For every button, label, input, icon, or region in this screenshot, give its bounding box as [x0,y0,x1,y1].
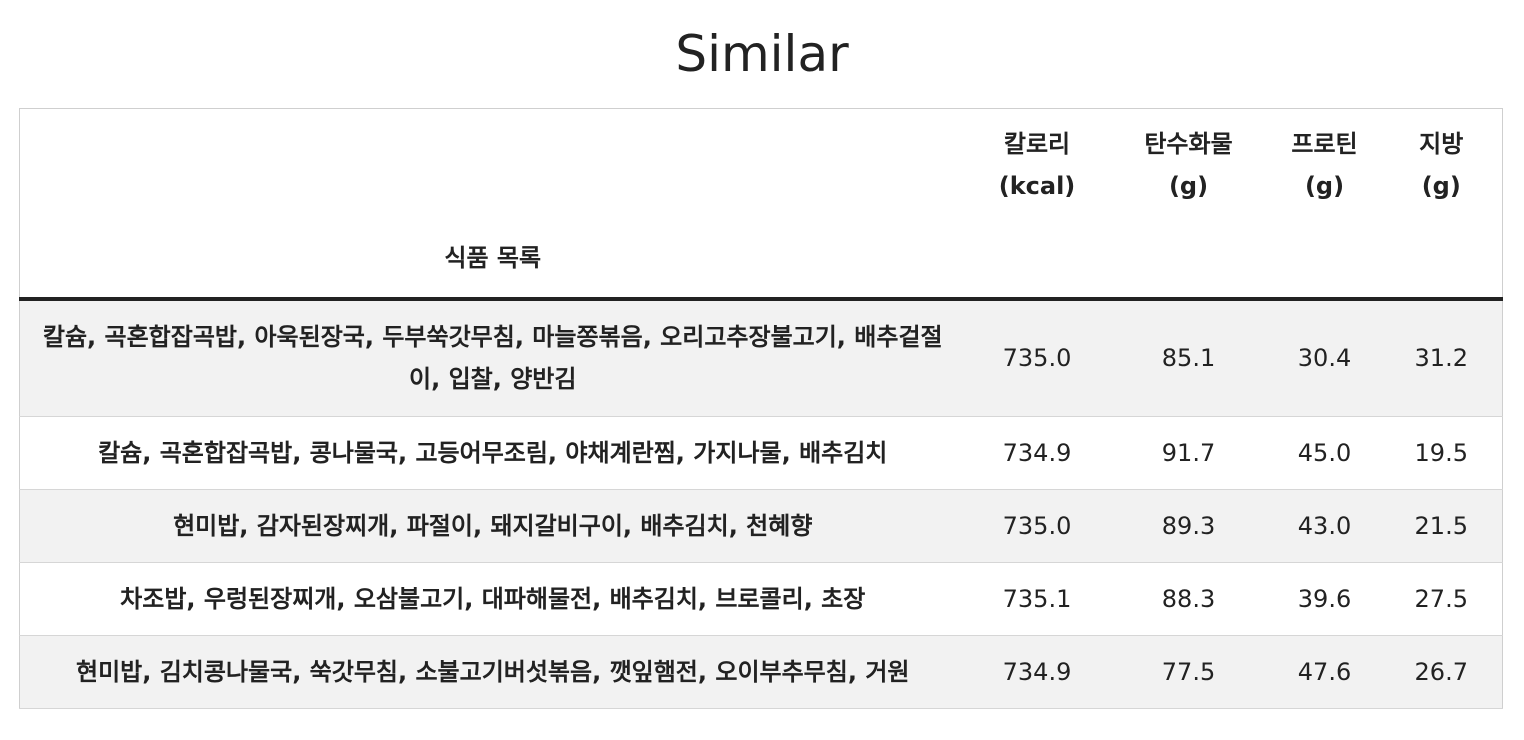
calories-cell: 734.9 [965,635,1109,709]
food-list-cell: 현미밥, 감자된장찌개, 파절이, 돼지갈비구이, 배추김치, 천혜향 [19,489,966,563]
fat-cell: 21.5 [1380,489,1503,563]
header-protein-unit: (g) [1304,172,1345,200]
calories-cell: 734.9 [965,416,1109,490]
fat-cell: 31.2 [1380,298,1503,417]
calories-cell: 735.0 [965,489,1109,563]
food-list-cell: 칼슘, 곡혼합잡곡밥, 콩나물국, 고등어무조림, 야채계란찜, 가지나물, 배… [19,416,966,490]
table-row: 현미밥, 감자된장찌개, 파절이, 돼지갈비구이, 배추김치, 천혜향 735.… [19,489,1503,563]
protein-cell: 30.4 [1268,298,1381,417]
carbohydrates-cell: 89.3 [1108,489,1269,563]
header-carbohydrates-label: 탄수화물 [1144,130,1233,158]
header-fat-label: 지방 [1419,130,1464,158]
table-body: 칼슘, 곡혼합잡곡밥, 아욱된장국, 두부쑥갓무침, 마늘쫑볶음, 오리고추장불… [19,298,1503,709]
table-row: 차조밥, 우렁된장찌개, 오삼불고기, 대파해물전, 배추김치, 브로콜리, 초… [19,562,1503,636]
fat-cell: 19.5 [1380,416,1503,490]
fat-cell: 27.5 [1380,562,1503,636]
carbohydrates-cell: 85.1 [1108,298,1269,417]
header-protein: 프로틴 (g) [1268,108,1381,301]
calories-cell: 735.0 [965,298,1109,417]
food-list-cell: 현미밥, 김치콩나물국, 쑥갓무침, 소불고기버섯볶음, 깻잎햄전, 오이부추무… [19,635,966,709]
food-list-cell: 칼슘, 곡혼합잡곡밥, 아욱된장국, 두부쑥갓무침, 마늘쫑볶음, 오리고추장불… [19,298,966,417]
header-carbohydrates-unit: (g) [1168,172,1209,200]
similar-meals-table: 식품 목록 칼로리 (kcal) 탄수화물 (g) 프로틴 (g) 지방 (g) [19,108,1503,709]
header-food-list: 식품 목록 [19,108,966,301]
table-header: 식품 목록 칼로리 (kcal) 탄수화물 (g) 프로틴 (g) 지방 (g) [19,108,1503,301]
header-fat-unit: (g) [1421,172,1461,200]
carbohydrates-cell: 91.7 [1108,416,1269,490]
table-row: 현미밥, 김치콩나물국, 쑥갓무침, 소불고기버섯볶음, 깻잎햄전, 오이부추무… [19,635,1503,709]
header-calories: 칼로리 (kcal) [965,108,1109,301]
food-list-cell: 차조밥, 우렁된장찌개, 오삼불고기, 대파해물전, 배추김치, 브로콜리, 초… [19,562,966,636]
fat-cell: 26.7 [1380,635,1503,709]
header-carbohydrates: 탄수화물 (g) [1108,108,1269,301]
protein-cell: 39.6 [1268,562,1381,636]
similar-meals-table-container: 식품 목록 칼로리 (kcal) 탄수화물 (g) 프로틴 (g) 지방 (g) [19,108,1503,709]
table-row: 칼슘, 곡혼합잡곡밥, 아욱된장국, 두부쑥갓무침, 마늘쫑볶음, 오리고추장불… [19,298,1503,417]
protein-cell: 43.0 [1268,489,1381,563]
header-row: 식품 목록 칼로리 (kcal) 탄수화물 (g) 프로틴 (g) 지방 (g) [19,108,1503,301]
header-calories-unit: (kcal) [998,172,1076,200]
header-calories-label: 칼로리 [1003,130,1071,158]
protein-cell: 47.6 [1268,635,1381,709]
carbohydrates-cell: 77.5 [1108,635,1269,709]
page-title: Similar [675,25,849,83]
carbohydrates-cell: 88.3 [1108,562,1269,636]
protein-cell: 45.0 [1268,416,1381,490]
calories-cell: 735.1 [965,562,1109,636]
header-fat: 지방 (g) [1380,108,1503,301]
table-row: 칼슘, 곡혼합잡곡밥, 콩나물국, 고등어무조림, 야채계란찜, 가지나물, 배… [19,416,1503,490]
header-protein-label: 프로틴 [1291,130,1358,158]
